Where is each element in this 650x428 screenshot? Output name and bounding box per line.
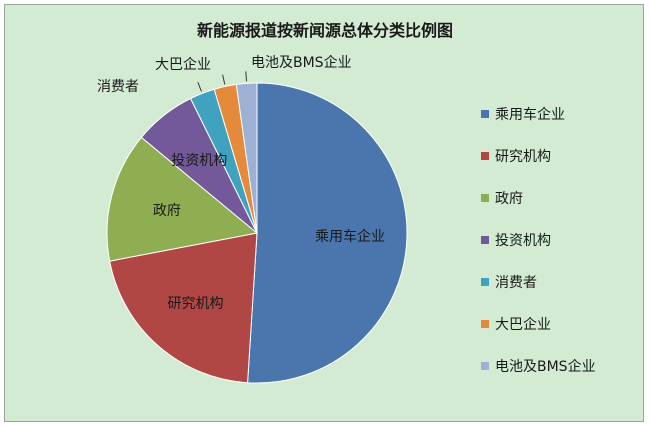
slice-label-consumer: 消费者 — [97, 79, 139, 95]
legend-label: 投资机构 — [495, 233, 551, 249]
legend-item: 电池及BMS企业 — [481, 345, 641, 387]
legend-item: 消费者 — [481, 261, 641, 303]
legend-item: 投资机构 — [481, 219, 641, 261]
legend-swatch — [481, 194, 489, 202]
pie-slice-passenger-car — [247, 82, 408, 384]
legend-item: 研究机构 — [481, 135, 641, 177]
legend: 乘用车企业 研究机构 政府 投资机构 消费者 大巴企业 电池及BMS企业 — [481, 93, 641, 387]
slice-label-investment: 投资机构 — [171, 153, 227, 169]
legend-swatch — [481, 110, 489, 118]
legend-label: 大巴企业 — [495, 317, 551, 333]
legend-swatch — [481, 152, 489, 160]
legend-label: 乘用车企业 — [495, 107, 565, 123]
legend-label: 电池及BMS企业 — [495, 359, 596, 375]
slice-label-battery: 电池及BMS企业 — [251, 54, 352, 71]
pie-slice-research — [109, 232, 258, 384]
slice-label-bus: 大巴企业 — [155, 56, 211, 73]
legend-swatch — [481, 362, 489, 370]
pie-slice-battery — [235, 82, 258, 234]
legend-item: 乘用车企业 — [481, 93, 641, 135]
slice-label-research: 研究机构 — [167, 296, 223, 312]
callout-line-battery — [245, 71, 248, 82]
legend-label: 政府 — [495, 191, 523, 207]
chart-title: 新能源报道按新闻源总体分类比例图 — [196, 21, 453, 40]
slice-label-passenger-car: 乘用车企业 — [315, 228, 385, 245]
slice-label-government: 政府 — [153, 203, 181, 219]
legend-swatch — [481, 236, 489, 244]
chart-area: 新能源报道按新闻源总体分类比例图 乘用车企业 研究机构 政府 投资机构 消费者 大巴企业电… — [4, 4, 644, 422]
legend-swatch — [481, 320, 489, 328]
legend-label: 研究机构 — [495, 149, 551, 165]
legend-item: 大巴企业 — [481, 303, 641, 345]
callout-line-bus — [222, 74, 226, 85]
callout-line-consumer — [197, 82, 202, 92]
legend-swatch — [481, 278, 489, 286]
legend-item: 政府 — [481, 177, 641, 219]
legend-label: 消费者 — [495, 275, 537, 291]
pie-slice-government — [106, 136, 259, 262]
